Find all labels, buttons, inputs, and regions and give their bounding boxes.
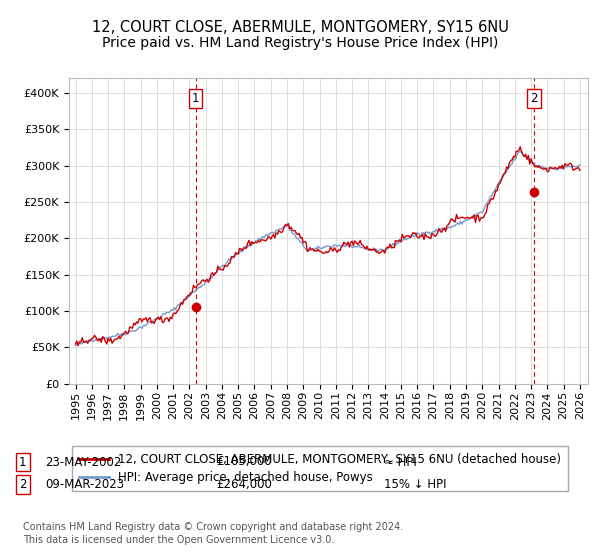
- Text: 09-MAR-2023: 09-MAR-2023: [45, 478, 124, 491]
- Text: 1: 1: [192, 92, 199, 105]
- Text: 1: 1: [19, 455, 26, 469]
- Text: £264,000: £264,000: [216, 478, 272, 491]
- Text: 2: 2: [530, 92, 538, 105]
- Text: Contains HM Land Registry data © Crown copyright and database right 2024.
This d: Contains HM Land Registry data © Crown c…: [23, 522, 403, 545]
- Text: 2: 2: [19, 478, 26, 491]
- Legend: 12, COURT CLOSE, ABERMULE, MONTGOMERY, SY15 6NU (detached house), HPI: Average p: 12, COURT CLOSE, ABERMULE, MONTGOMERY, S…: [73, 446, 568, 491]
- Text: ≈ HPI: ≈ HPI: [384, 455, 417, 469]
- Text: Price paid vs. HM Land Registry's House Price Index (HPI): Price paid vs. HM Land Registry's House …: [102, 36, 498, 50]
- Text: 23-MAY-2002: 23-MAY-2002: [45, 455, 121, 469]
- Text: 12, COURT CLOSE, ABERMULE, MONTGOMERY, SY15 6NU: 12, COURT CLOSE, ABERMULE, MONTGOMERY, S…: [92, 20, 508, 35]
- Text: 15% ↓ HPI: 15% ↓ HPI: [384, 478, 446, 491]
- Text: £105,000: £105,000: [216, 455, 272, 469]
